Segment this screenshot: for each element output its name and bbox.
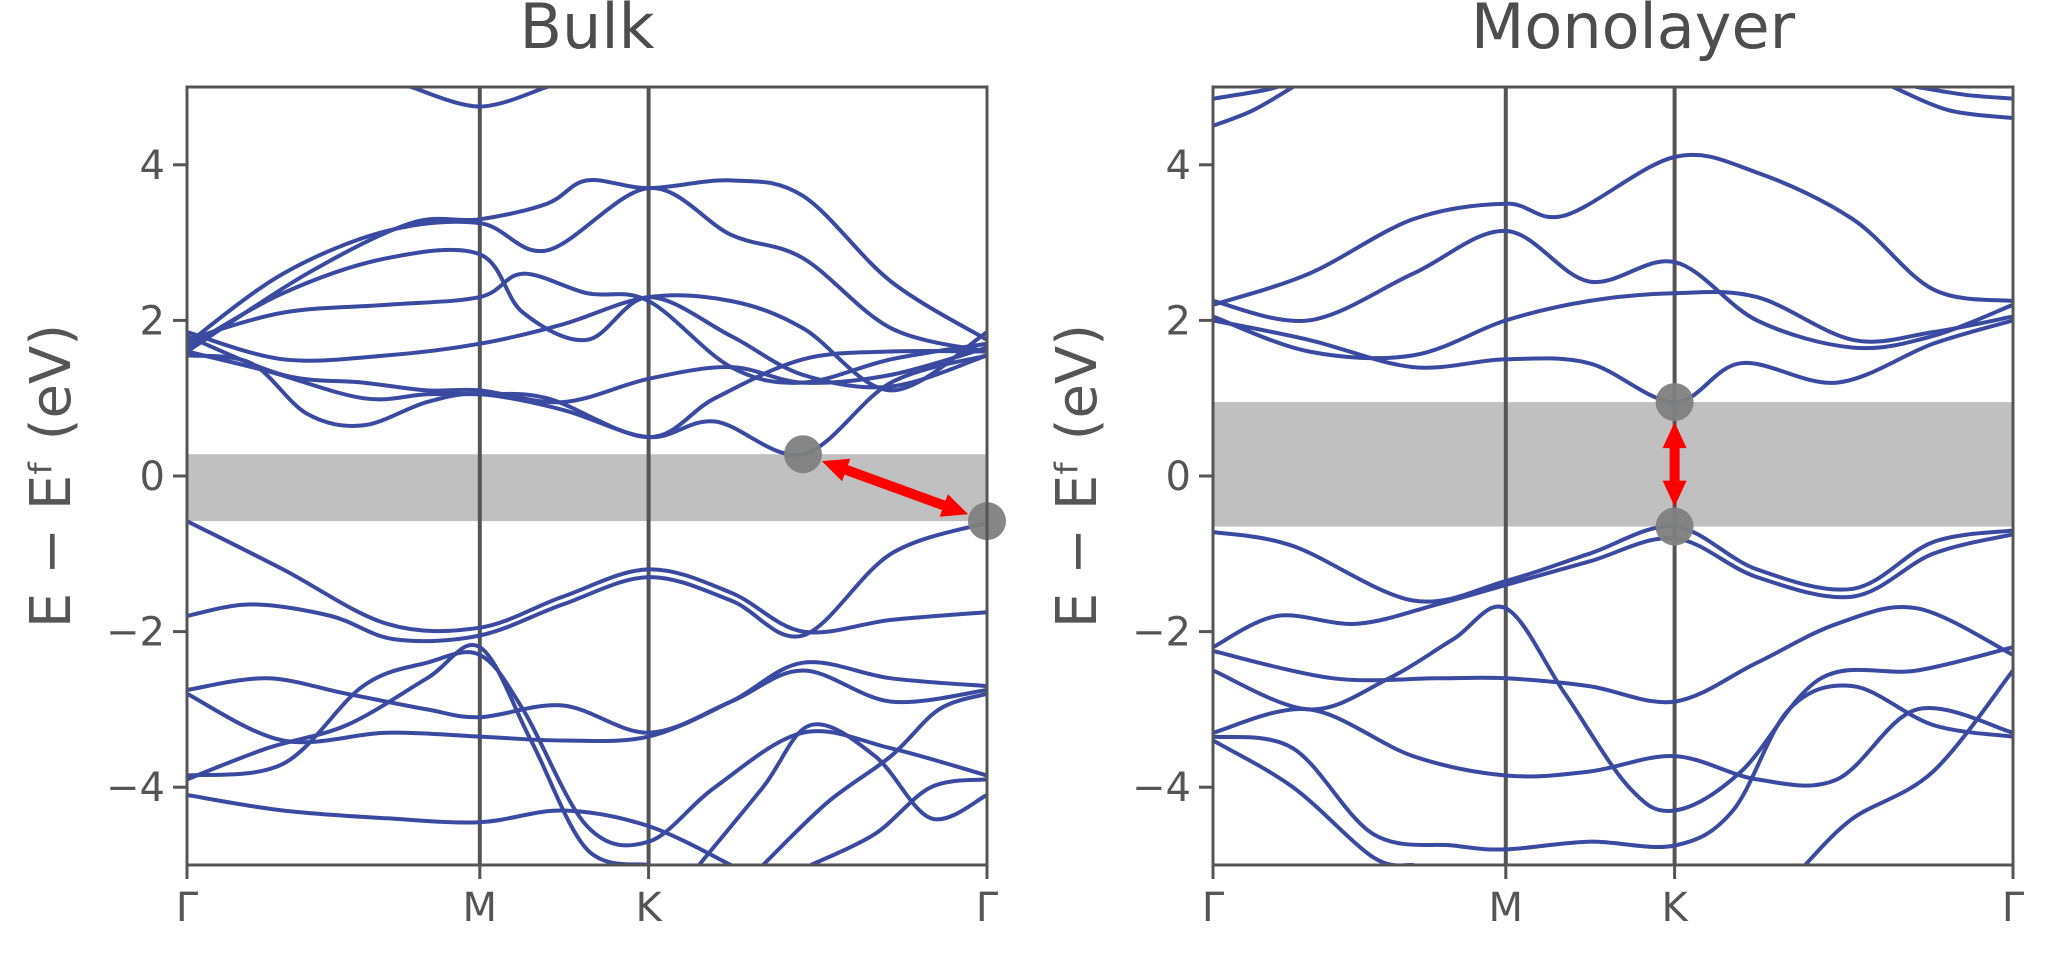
monolayer-band-line-5 bbox=[1213, 706, 2013, 788]
bulk-band-line-15 bbox=[187, 271, 987, 385]
monolayer-y-axis-label: E − Eᶠ (eV) bbox=[1045, 324, 1110, 628]
bulk-y-tick-label: 0 bbox=[140, 454, 165, 500]
monolayer-vbm-marker bbox=[1655, 507, 1694, 546]
bulk-cbm-marker bbox=[784, 435, 822, 474]
monolayer-kpoint-label: M bbox=[1489, 885, 1524, 931]
monolayer-band-line-6 bbox=[1213, 683, 2013, 852]
bulk-band-line-13 bbox=[187, 334, 987, 405]
bulk-band-line-6 bbox=[187, 793, 733, 865]
monolayer-band-line-14 bbox=[1213, 87, 1279, 101]
bulk-kpoint-label: Γ bbox=[976, 885, 999, 931]
monolayer-band-line-8 bbox=[1803, 668, 2013, 865]
monolayer-band-line-10 bbox=[1213, 289, 2013, 361]
bulk-gap-band bbox=[187, 454, 987, 522]
bulk-arrow-head-vbm bbox=[939, 494, 969, 517]
monolayer-arrow-head-cbm bbox=[1662, 422, 1687, 449]
bulk-band-line-7 bbox=[187, 643, 651, 865]
bulk-band-line-11 bbox=[187, 353, 987, 457]
bulk-transition-arrow bbox=[838, 463, 952, 513]
monolayer-band-line-13 bbox=[1213, 87, 1295, 128]
monolayer-band-line-16 bbox=[1915, 87, 2013, 101]
monolayer-band-line-9 bbox=[1213, 318, 2013, 405]
bulk-band-line-4 bbox=[187, 660, 987, 745]
bulk-band-line-10 bbox=[809, 777, 987, 865]
bulk-y-tick-label: −2 bbox=[106, 610, 165, 656]
bulk-band-line-18 bbox=[187, 177, 987, 354]
monolayer-band-line-3 bbox=[1213, 604, 2013, 814]
bulk-y-tick-label: 2 bbox=[140, 298, 165, 344]
monolayer-y-tick-label: −2 bbox=[1132, 610, 1191, 656]
monolayer-y-tick-label: −4 bbox=[1132, 765, 1191, 811]
monolayer-band-line-12 bbox=[1213, 152, 2013, 307]
monolayer-cbm-marker bbox=[1655, 383, 1694, 422]
monolayer-arrow-head-vbm bbox=[1662, 480, 1687, 507]
bulk-arrow-head-cbm bbox=[821, 458, 851, 482]
monolayer-kpoint-label: Γ bbox=[2002, 885, 2025, 931]
monolayer-band-line-7 bbox=[1213, 738, 1415, 865]
bulk-title: Bulk bbox=[520, 0, 655, 63]
monolayer-y-tick-label: 2 bbox=[1166, 298, 1191, 344]
bulk-kpoint-label: K bbox=[635, 885, 663, 931]
bulk-panel: −4 −2 0 2 4 Γ M K Γ Bulk E − Eᶠ (eV) bbox=[19, 0, 1006, 931]
monolayer-title: Monolayer bbox=[1471, 0, 1796, 63]
monolayer-band-line-15 bbox=[1891, 87, 2013, 121]
bulk-y-tick-label: 4 bbox=[140, 143, 165, 189]
monolayer-y-tick-label: 0 bbox=[1166, 454, 1191, 500]
bulk-y-axis-label: E − Eᶠ (eV) bbox=[19, 324, 84, 628]
monolayer-kpoint-label: Γ bbox=[1202, 885, 1225, 931]
monolayer-gap-band bbox=[1213, 402, 2013, 527]
bulk-band-line-2 bbox=[187, 520, 987, 644]
monolayer-kpoint-label: K bbox=[1661, 885, 1689, 931]
bulk-kpoint-label: Γ bbox=[176, 885, 199, 931]
bulk-band-line-9 bbox=[761, 691, 987, 865]
monolayer-band-line-2 bbox=[1213, 532, 2013, 650]
bulk-band-line-8 bbox=[697, 722, 987, 865]
monolayer-y-tick-label: 4 bbox=[1166, 143, 1191, 189]
monolayer-panel: −4 −2 0 2 4 Γ M K Γ Monolayer E − Eᶠ (eV) bbox=[1045, 0, 2025, 931]
bulk-band-line-16 bbox=[187, 247, 987, 390]
bulk-y-tick-label: −4 bbox=[106, 765, 165, 811]
monolayer-band-line-4 bbox=[1213, 605, 2013, 705]
monolayer-band-line-11 bbox=[1213, 228, 2013, 351]
bulk-band-line-5 bbox=[187, 650, 987, 848]
bulk-band-line-3 bbox=[187, 668, 987, 735]
bulk-band-line-1 bbox=[187, 519, 987, 635]
bulk-kpoint-label: M bbox=[463, 885, 498, 931]
monolayer-band-line-1 bbox=[1213, 524, 2013, 604]
bulk-band-line-17 bbox=[187, 186, 987, 354]
bulk-band-line-19 bbox=[409, 87, 549, 109]
